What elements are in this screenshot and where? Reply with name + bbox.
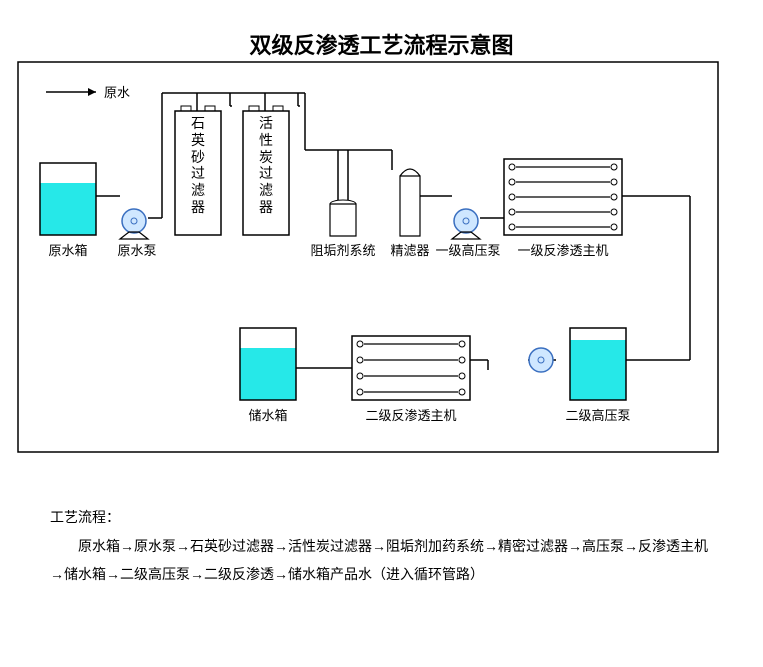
arrow-label: 原水 bbox=[100, 82, 134, 101]
process-text: 原水箱→原水泵→石英砂过滤器→活性炭过滤器→阻垢剂加药系统→精密过滤器→高压泵→… bbox=[50, 534, 710, 591]
hp1-label: 一级高压泵 bbox=[435, 240, 501, 259]
antiscalant-label: 阻垢剂系统 bbox=[300, 240, 386, 259]
store-tank-label: 储水箱 bbox=[240, 405, 296, 424]
sand-filter-label: 石英砂过滤器 bbox=[175, 117, 221, 218]
hp2-label: 二级高压泵 bbox=[555, 405, 641, 424]
carbon-filter-label: 活性炭过滤器 bbox=[243, 117, 289, 218]
fine-filter-label: 精滤器 bbox=[388, 240, 432, 259]
ro1-label: 一级反渗透主机 bbox=[502, 240, 624, 259]
ro2-label: 二级反渗透主机 bbox=[350, 405, 472, 424]
raw-pump-label: 原水泵 bbox=[110, 240, 164, 259]
process-header: 工艺流程： bbox=[50, 505, 710, 534]
diagram-canvas bbox=[0, 0, 763, 520]
raw-tank-label: 原水箱 bbox=[40, 240, 96, 259]
